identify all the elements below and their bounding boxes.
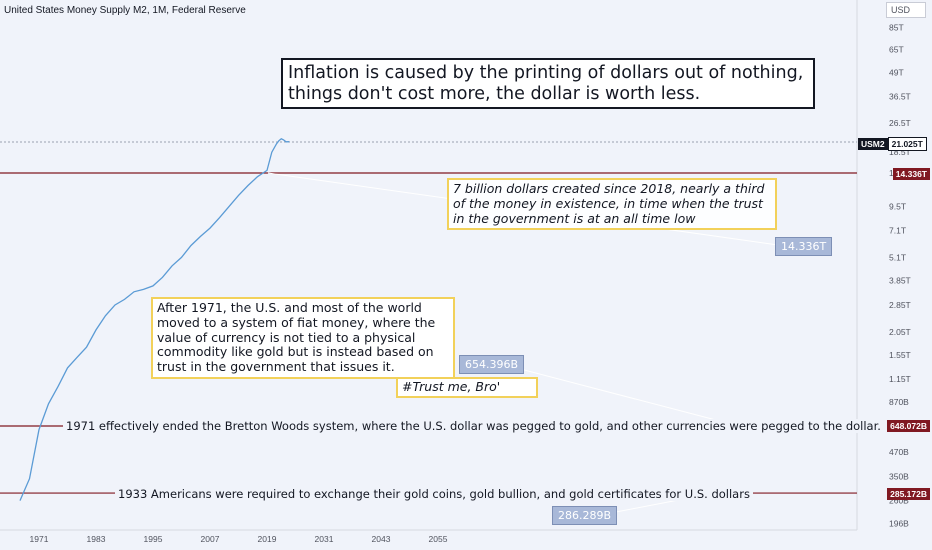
y-tick-label: 1.15T	[889, 374, 911, 384]
price-tag-1933: 285.172B	[887, 488, 930, 500]
y-tick-label: 36.5T	[889, 92, 911, 102]
y-tick-label: 7.1T	[889, 225, 906, 235]
y-tick-label: 85T	[889, 23, 904, 33]
currency-selector[interactable]: USD	[886, 2, 926, 18]
note-fiat-money[interactable]: After 1971, the U.S. and most of the wor…	[151, 297, 455, 379]
y-tick-label: 65T	[889, 44, 904, 54]
y-tick-label: 49T	[889, 68, 904, 78]
y-tick-label: 2.05T	[889, 327, 911, 337]
x-axis-ticks: 1971 1983 1995 2007 2019 2031 2043 2055	[30, 534, 448, 544]
y-tick-label: 2.85T	[889, 300, 911, 310]
x-tick-label: 2031	[315, 534, 334, 544]
note-money-created[interactable]: 7 billion dollars created since 2018, ne…	[447, 178, 777, 231]
x-tick-label: 2019	[258, 534, 277, 544]
y-tick-label: 870B	[889, 397, 909, 407]
price-tag-1971: 648.072B	[887, 420, 930, 432]
note-trust-me[interactable]: #Trust me, Bro'	[396, 377, 538, 398]
x-tick-label: 2043	[372, 534, 391, 544]
x-tick-label: 1971	[30, 534, 49, 544]
chart-title: United States Money Supply M2, 1M, Feder…	[4, 5, 246, 16]
m2-series-line	[19, 138, 290, 501]
label-gold-1933[interactable]: 1933 Americans were required to exchange…	[115, 487, 753, 501]
y-axis-ticks: 85T65T49T36.5T26.5T18.5T14.3T9.5T7.1T5.1…	[889, 23, 911, 529]
price-tag-2018: 14.336T	[892, 168, 930, 180]
y-tick-label: 196B	[889, 519, 909, 529]
current-value-label: 21.025T	[887, 137, 927, 151]
symbol-label: USM2	[858, 138, 888, 150]
connector-1971	[504, 364, 736, 426]
y-tick-label: 3.85T	[889, 275, 911, 285]
x-tick-label: 1983	[87, 534, 106, 544]
x-tick-label: 1995	[144, 534, 163, 544]
y-tick-label: 9.5T	[889, 202, 906, 212]
y-tick-label: 260B	[889, 496, 909, 506]
y-tick-label: 470B	[889, 447, 909, 457]
y-tick-label: 1.55T	[889, 350, 911, 360]
label-bretton-woods[interactable]: 1971 effectively ended the Bretton Woods…	[63, 419, 884, 433]
x-tick-label: 2055	[429, 534, 448, 544]
x-tick-label: 2007	[201, 534, 220, 544]
y-tick-label: 26.5T	[889, 118, 911, 128]
note-inflation[interactable]: Inflation is caused by the printing of d…	[281, 58, 815, 110]
value-box-1933[interactable]: 286.289B	[552, 506, 618, 525]
current-price-tag: USM2 21.025T	[858, 137, 927, 151]
y-tick-label: 5.1T	[889, 252, 906, 262]
value-box-1971[interactable]: 654.396B	[459, 355, 525, 374]
y-tick-label: 18.5T	[889, 147, 911, 157]
value-box-2018[interactable]: 14.336T	[775, 237, 833, 256]
y-tick-label: 350B	[889, 471, 909, 481]
